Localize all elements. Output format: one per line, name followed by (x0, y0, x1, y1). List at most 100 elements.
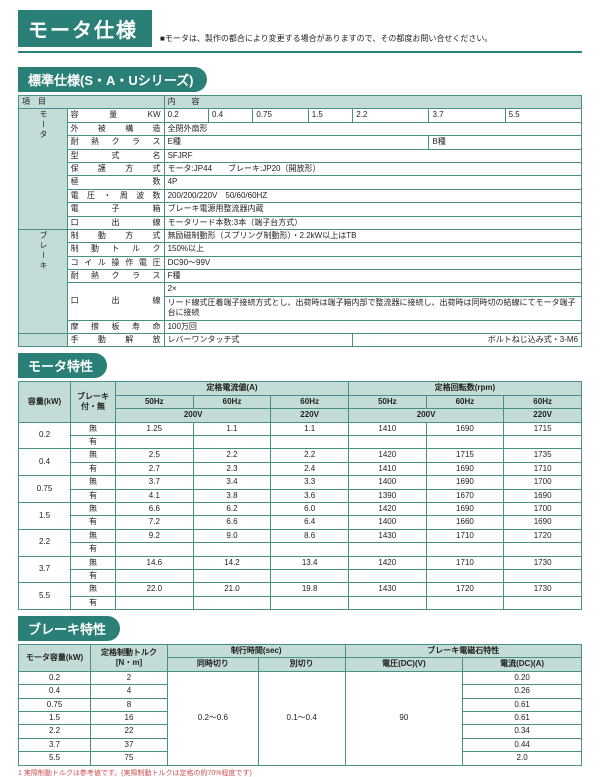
mc-cell (426, 569, 504, 582)
spec-cell: 3.7 (429, 109, 505, 122)
bc-adc: 0.61 (463, 698, 582, 711)
title-note: ■モータは、製作の都合により変更する場合がありますので、その都度お問い合せくださ… (160, 33, 492, 47)
mc-cap: 0.75 (19, 476, 71, 503)
mc-brk: 有 (71, 462, 116, 475)
spec-row-label: 型 式 名 (67, 149, 164, 162)
mc-cell (504, 543, 582, 556)
spec-cell: 0.2 (164, 109, 208, 122)
mc-sub: 50Hz (348, 395, 426, 408)
mc-brk: 無 (71, 529, 116, 542)
mc-cell (426, 435, 504, 448)
mc-col-rpm: 定格回転数(rpm) (348, 382, 581, 395)
bc-col-torque: 定格制動トルク[N・m] (91, 645, 168, 672)
mc-brk: 有 (71, 516, 116, 529)
mc-cell: 6.4 (271, 516, 349, 529)
mc-cell: 1715 (504, 422, 582, 435)
mc-brk: 無 (71, 476, 116, 489)
mc-cap: 2.2 (19, 529, 71, 556)
mc-cell (193, 543, 271, 556)
bc-torque: 8 (91, 698, 168, 711)
mc-cell: 1.1 (271, 422, 349, 435)
bc-vdc: 90 (345, 671, 463, 765)
spec-hdr-item: 項 目 (19, 96, 165, 109)
mc-cap: 3.7 (19, 556, 71, 583)
mc-cell: 1730 (504, 556, 582, 569)
bc-sub: 別切り (258, 658, 345, 671)
mc-cell: 1715 (426, 449, 504, 462)
mc-cell: 2.2 (193, 449, 271, 462)
spec-table: 項 目 内 容 モータ 容 量 KW 0.2 0.4 0.75 1.5 2.2 … (18, 95, 582, 347)
bc-cap: 0.2 (19, 671, 91, 684)
mc-brk: 無 (71, 556, 116, 569)
mc-cell (116, 543, 194, 556)
mc-cell (193, 435, 271, 448)
spec-row-label: 口 出 線 (67, 283, 164, 320)
spec-row-label: 摩 擦 板 寿 命 (67, 320, 164, 333)
mc-cell: 1735 (504, 449, 582, 462)
bc-cap: 0.75 (19, 698, 91, 711)
mc-cell: 3.8 (193, 489, 271, 502)
spec-cell: 2.2 (353, 109, 429, 122)
mc-cell: 1410 (348, 462, 426, 475)
spec-row-label: 手 動 解 放 (67, 334, 164, 347)
spec-cell: 0.75 (253, 109, 308, 122)
mc-cell: 7.2 (116, 516, 194, 529)
mc-cell: 3.4 (193, 476, 271, 489)
spec-cell: 無励磁制動形（スプリング制動形）・2.2kW以上はTB (164, 229, 581, 242)
mc-brk: 無 (71, 502, 116, 515)
mc-cell: 2.7 (116, 462, 194, 475)
bc-time-sep: 0.1～0.4 (258, 671, 345, 765)
mc-brk: 無 (71, 422, 116, 435)
bc-col-time: 制行時間(sec) (168, 645, 346, 658)
spec-row-label: 極 数 (67, 176, 164, 189)
mc-brk: 有 (71, 569, 116, 582)
bc-time-simul: 0.2～0.6 (168, 671, 259, 765)
bc-cap: 0.4 (19, 685, 91, 698)
bc-adc: 2.0 (463, 752, 582, 765)
spec-row-label: 保 護 方 式 (67, 162, 164, 175)
bc-torque: 4 (91, 685, 168, 698)
spec-cell: リード線式圧着端子接続方式とし、出荷時は端子箱内部で整流器に接続し、出荷時は同時… (164, 296, 581, 320)
mc-cell (426, 543, 504, 556)
mc-sub: 220V (271, 409, 349, 422)
mc-cell: 3.7 (116, 476, 194, 489)
bc-sub: 電圧(DC)(V) (345, 658, 463, 671)
section-motor-tab: モータ特性 (18, 353, 107, 378)
mc-cell (116, 435, 194, 448)
spec-cell: SFJRF (164, 149, 581, 162)
brake-char-table: モータ容量(kW) 定格制動トルク[N・m] 制行時間(sec) ブレーキ電磁石… (18, 644, 582, 766)
mc-cell: 6.6 (193, 516, 271, 529)
bc-cap: 1.5 (19, 712, 91, 725)
bc-col-cap: モータ容量(kW) (19, 645, 91, 672)
spec-cell: 5.5 (505, 109, 581, 122)
spec-cell: ブレーキ電源用整流器内蔵 (164, 203, 581, 216)
brake-footnote: 1 実際制動トルクは参考値です。(実際制動トルクは定格の約70%程度です) (18, 768, 582, 777)
mc-cell: 22.0 (116, 583, 194, 596)
bc-torque: 22 (91, 725, 168, 738)
mc-cell: 3.3 (271, 476, 349, 489)
mc-cell (348, 596, 426, 609)
spec-side-brake: ブレーキ (19, 229, 68, 333)
mc-cell: 1700 (504, 502, 582, 515)
mc-cell (271, 596, 349, 609)
mc-cell (504, 569, 582, 582)
mc-cell: 1430 (348, 583, 426, 596)
spec-cell: E種 (164, 136, 429, 149)
mc-brk: 有 (71, 489, 116, 502)
bc-cap: 2.2 (19, 725, 91, 738)
mc-cell: 1420 (348, 556, 426, 569)
title-block: モータ仕様 ■モータは、製作の都合により変更する場合がありますので、その都度お問… (18, 10, 582, 47)
mc-cell (116, 569, 194, 582)
mc-cell: 1690 (504, 489, 582, 502)
mc-cell (271, 435, 349, 448)
bc-adc: 0.20 (463, 671, 582, 684)
mc-col-cur: 定格電流値(A) (116, 382, 349, 395)
bc-adc: 0.34 (463, 725, 582, 738)
spec-cell: 4P (164, 176, 581, 189)
bc-sub: 電流(DC)(A) (463, 658, 582, 671)
spec-cell: 1.5 (308, 109, 353, 122)
mc-cell: 1710 (504, 462, 582, 475)
bc-cap: 3.7 (19, 738, 91, 751)
spec-row-label: 耐 熱 ク ラ ス (67, 136, 164, 149)
mc-col-cap: 容量(kW) (19, 382, 71, 422)
